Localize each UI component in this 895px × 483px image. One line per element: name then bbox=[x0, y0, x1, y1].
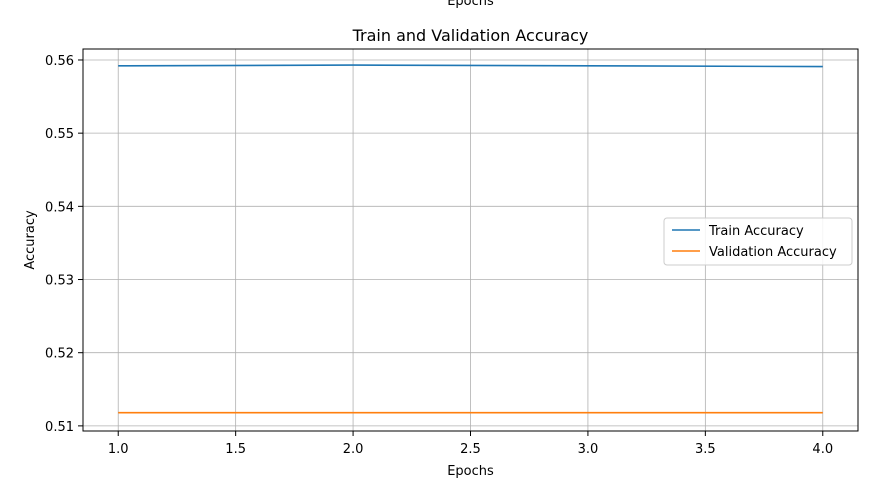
x-tick-label: 1.0 bbox=[108, 442, 129, 457]
x-axis-label: Epochs bbox=[447, 464, 494, 479]
cropped-top-label: Epochs bbox=[447, 0, 494, 9]
x-tick-label: 2.5 bbox=[460, 442, 481, 457]
series-lines bbox=[118, 64, 823, 414]
x-tick-label: 2.0 bbox=[343, 442, 364, 457]
x-tick-label: 1.5 bbox=[225, 442, 246, 457]
legend-label: Train Accuracy bbox=[708, 224, 804, 239]
y-tick-label: 0.51 bbox=[45, 420, 74, 435]
y-tick-label: 0.55 bbox=[45, 127, 74, 142]
y-axis-ticks: 0.51 0.52 0.53 0.54 0.55 0.56 bbox=[45, 54, 83, 435]
chart-title: Train and Validation Accuracy bbox=[352, 26, 589, 45]
legend-box bbox=[663, 217, 853, 266]
y-tick-label: 0.52 bbox=[45, 347, 74, 362]
y-tick-label: 0.53 bbox=[45, 274, 74, 289]
y-tick-label: 0.54 bbox=[45, 200, 74, 215]
y-tick-label: 0.56 bbox=[45, 54, 74, 69]
x-axis-ticks: 1.0 1.5 2.0 2.5 3.0 3.5 4.0 bbox=[108, 431, 833, 457]
x-tick-label: 3.5 bbox=[695, 442, 716, 457]
y-axis-label: Accuracy bbox=[23, 210, 38, 270]
series-line-train bbox=[118, 64, 823, 68]
x-tick-label: 3.0 bbox=[578, 442, 599, 457]
x-tick-label: 4.0 bbox=[812, 442, 833, 457]
legend: Train Accuracy Validation Accuracy bbox=[663, 217, 853, 266]
legend-label: Validation Accuracy bbox=[709, 245, 837, 260]
